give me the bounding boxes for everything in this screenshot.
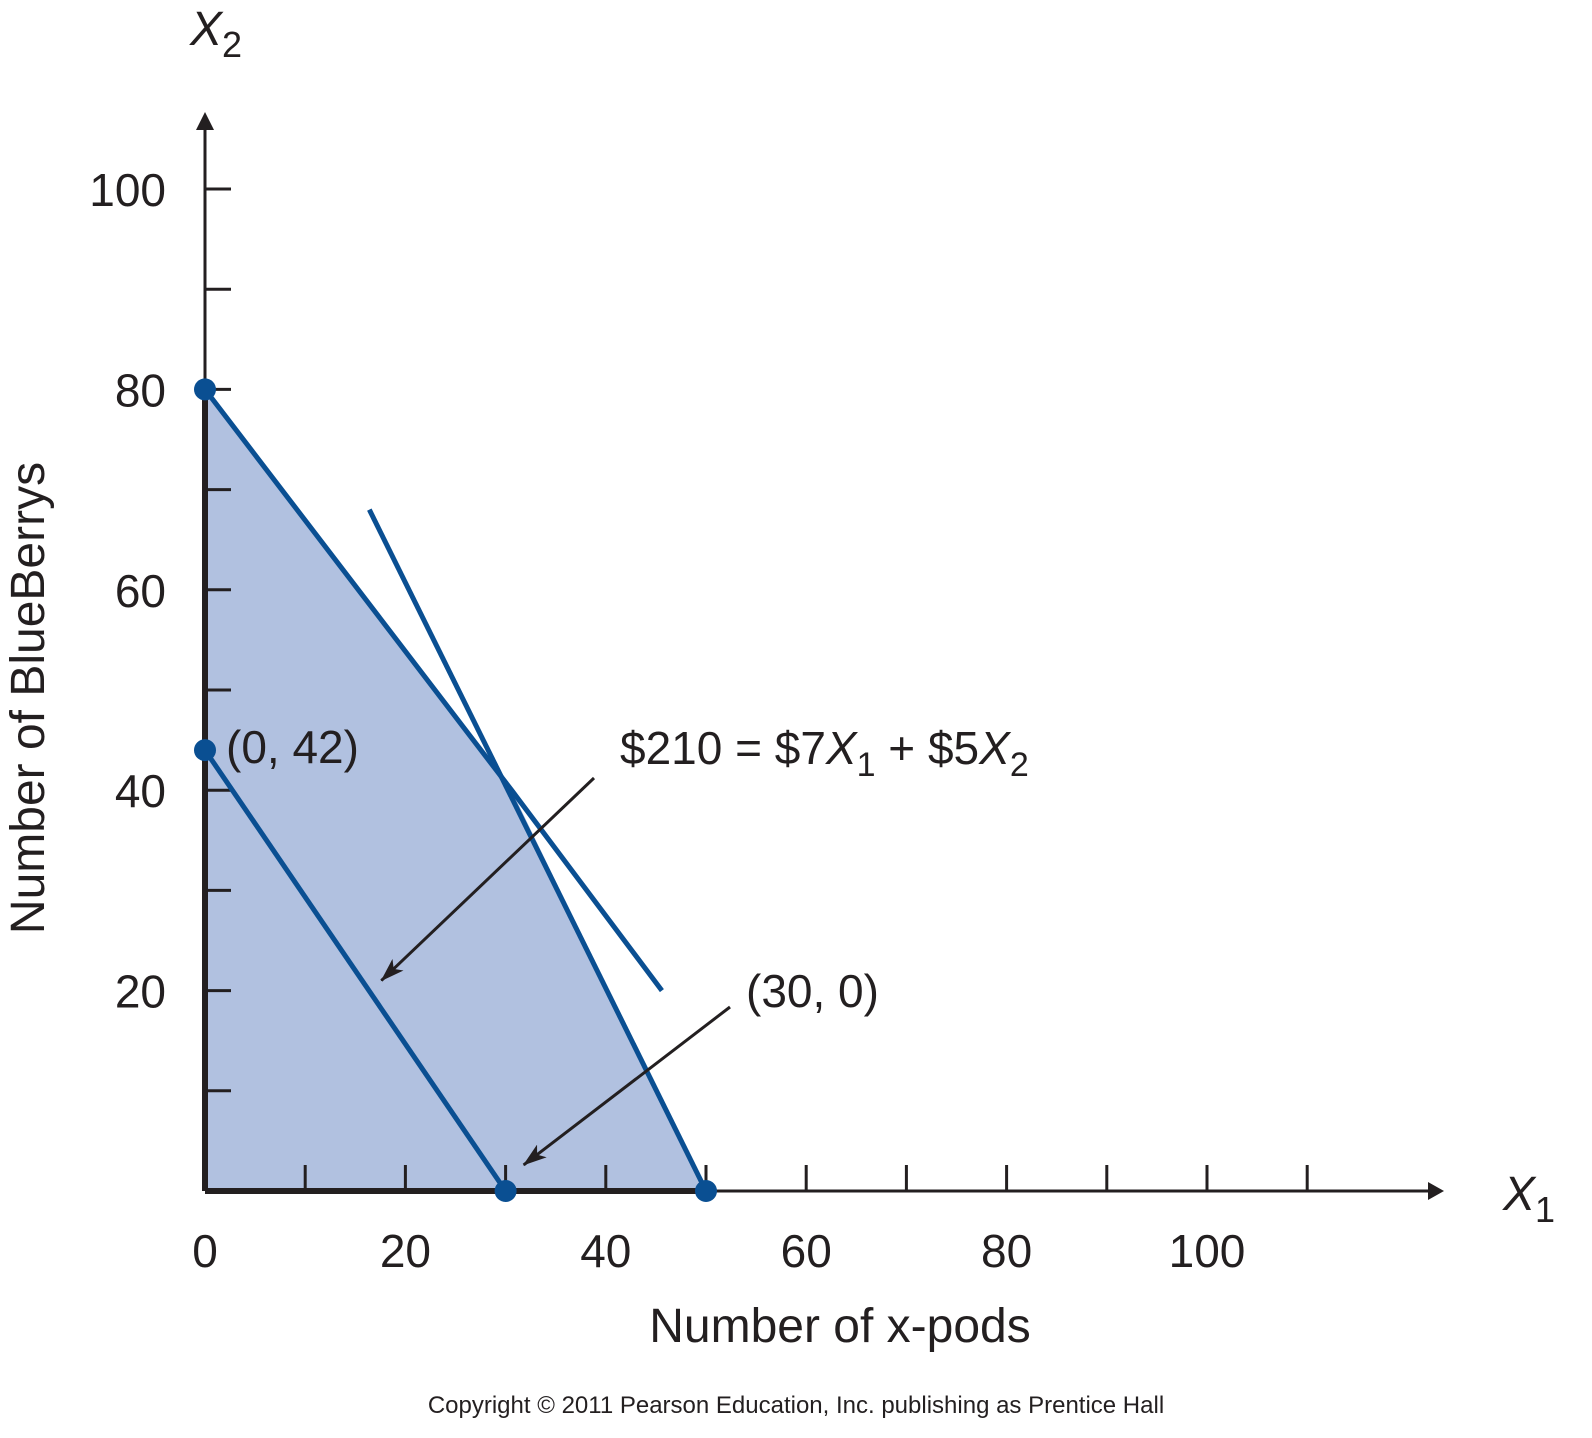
y-ticks (205, 187, 231, 1093)
corner-point (194, 378, 216, 401)
x-tick-label: 80 (981, 1225, 1032, 1277)
isoprofit-annotation-arrow (380, 776, 596, 982)
x-axis-variable: X1 (1502, 1168, 1555, 1230)
corner-point (695, 1180, 717, 1202)
x-axis-arrowhead (1428, 1182, 1444, 1200)
series-lines (202, 387, 709, 1193)
x-tick-label: 100 (1169, 1225, 1246, 1277)
y-tick-labels: 20 40 60 80 100 (89, 164, 166, 1018)
series-line-1 (203, 387, 664, 993)
y-tick-label: 80 (115, 364, 166, 416)
y-tick-label: 100 (89, 164, 166, 216)
point-label-0-42: (0, 42) (226, 721, 359, 773)
x-axis-title: Number of x-pods (649, 1300, 1031, 1353)
y-axis-arrowhead (196, 112, 214, 130)
x-tick-label: 40 (580, 1225, 631, 1277)
corner-point (194, 739, 216, 762)
corner-points (194, 378, 717, 1202)
isoprofit-equation: $210 = $7X1 + $5X2 (620, 722, 1029, 784)
feasible-region (205, 389, 706, 1191)
x-tick-label: 20 (380, 1225, 431, 1277)
y-axis-variable: X2 (189, 3, 242, 65)
series-line-2 (367, 508, 709, 1193)
point-30-0-annotation-arrow (522, 1005, 731, 1167)
copyright-notice: Copyright © 2011 Pearson Education, Inc.… (427, 1392, 1165, 1419)
y-tick-label: 20 (115, 966, 166, 1018)
x-tick-labels: 0 20 40 60 80 100 (192, 1225, 1245, 1277)
x-tick-label: 60 (781, 1225, 832, 1277)
y-axis-title: Number of BlueBerrys (2, 462, 55, 934)
x-tick-label: 0 (192, 1225, 218, 1277)
corner-point (494, 1180, 517, 1202)
y-tick-label: 60 (115, 565, 166, 617)
series-line-3 (202, 748, 508, 1193)
point-label-30-0: (30, 0) (746, 965, 879, 1017)
y-tick-label: 40 (115, 765, 166, 817)
